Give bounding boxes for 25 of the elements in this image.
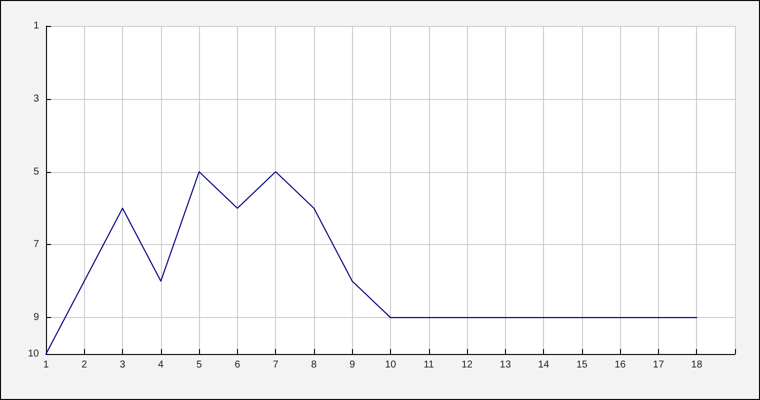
x-tick-label: 13 [500,360,512,370]
y-tick-label: 5 [33,166,40,178]
x-tick-label: 4 [158,360,164,370]
x-tick-label: 7 [272,360,279,370]
y-tick-label: 7 [33,239,40,250]
x-tick-label: 17 [652,360,664,370]
x-tick-label: 6 [234,360,241,370]
x-tick-label: 18 [691,360,703,370]
y-tick-label: 3 [33,93,40,104]
x-tick-label: 3 [120,360,126,370]
x-tick-label: 2 [81,360,88,370]
x-tick-label: 9 [349,360,356,370]
x-tick-label: 5 [196,360,202,370]
line-series [45,171,698,355]
x-tick-label: 10 [384,360,396,370]
y-tick-label: 10 [28,348,40,360]
x-tick-label: 16 [614,360,626,370]
x-tick-label: 8 [311,360,318,370]
y-tick-label: 1 [33,20,40,32]
x-tick-label: 12 [461,360,474,370]
x-tick-label: 1 [43,360,50,370]
y-tick-label: 9 [33,312,40,324]
x-tick-label: 14 [538,360,550,370]
x-tick-label: 15 [576,360,588,370]
x-tick-label: 11 [424,360,434,370]
